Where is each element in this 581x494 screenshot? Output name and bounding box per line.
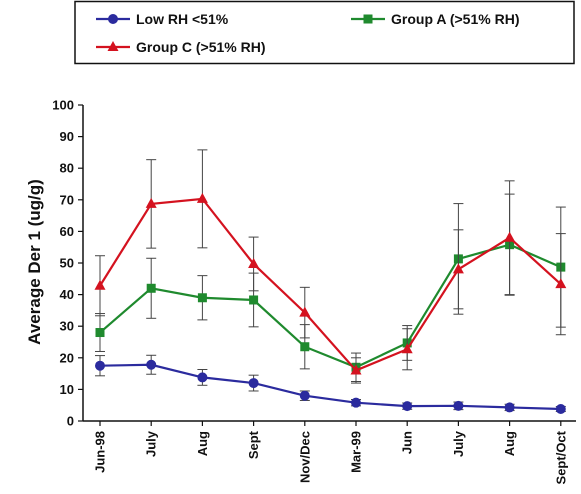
data-point — [94, 279, 106, 290]
legend-marker — [108, 14, 118, 24]
legend: Low RH <51% Group A (>51% RH) Group C (>51… — [96, 11, 519, 55]
legend-marker — [363, 14, 373, 24]
data-point — [197, 372, 208, 383]
data-point — [300, 342, 310, 352]
y-tick-label: 30 — [60, 319, 74, 334]
legend-item-2: Group A (>51% RH) — [351, 11, 519, 27]
data-point — [555, 278, 567, 289]
data-point — [248, 257, 260, 268]
data-point — [95, 360, 105, 371]
data-point — [299, 306, 311, 317]
data-point — [401, 343, 413, 354]
data-point — [249, 295, 259, 305]
axes — [82, 105, 576, 422]
data-point — [146, 283, 156, 293]
y-tick-label: 20 — [60, 350, 74, 365]
y-tick-label: 0 — [67, 414, 74, 429]
x-tick-label: July — [451, 430, 466, 457]
x-tick-label: July — [144, 430, 159, 457]
x-tick-label: Sept — [246, 430, 261, 459]
x-tick-label: Jun — [400, 431, 415, 454]
legend-box — [74, 0, 575, 65]
x-tick-label: Mar-99 — [349, 431, 364, 473]
y-tick-label: 50 — [60, 256, 74, 271]
data-point — [350, 364, 362, 375]
data-point — [146, 359, 157, 370]
y-axis-label: Average Der 1 (ug/g) — [25, 179, 44, 345]
x-tick-label: Sept/Oct — [553, 430, 568, 484]
legend-label: Group C (>51% RH) — [136, 39, 266, 55]
y-ticks: 0 10 20 30 40 50 60 70 80 90 100 — [52, 98, 83, 429]
x-ticks: Jun-98 July Aug Sept Nov/Dec Mar-99 Jun July Aug… — [93, 421, 568, 484]
y-tick-label: 90 — [60, 129, 74, 144]
legend-item-3: Group C (>51% RH) — [96, 39, 266, 55]
data-point — [402, 401, 413, 412]
series-line — [99, 197, 562, 372]
series-3 — [94, 149, 567, 384]
y-tick-label: 10 — [60, 382, 74, 397]
data-point — [504, 231, 516, 242]
data-point — [197, 293, 207, 303]
y-tick-label: 100 — [52, 98, 74, 113]
data-point — [95, 328, 105, 338]
x-tick-label: Aug — [502, 431, 517, 456]
series-layer — [94, 149, 567, 414]
legend-item-1: Low RH <51% — [96, 11, 229, 27]
data-point — [196, 192, 208, 203]
data-point — [453, 400, 464, 411]
series-1 — [95, 354, 566, 414]
y-tick-label: 70 — [60, 192, 74, 207]
x-tick-label: Jun-98 — [93, 431, 108, 473]
data-point — [351, 397, 361, 408]
data-point — [248, 378, 259, 389]
x-tick-label: Aug — [195, 431, 210, 456]
data-point — [452, 263, 464, 274]
series-2 — [95, 193, 566, 382]
y-tick-label: 80 — [60, 161, 74, 176]
legend-label: Low RH <51% — [136, 11, 229, 27]
data-point — [299, 390, 310, 401]
legend-marker — [107, 41, 119, 51]
x-tick-label: Nov/Dec — [297, 431, 312, 483]
data-point — [555, 403, 566, 414]
series-line — [99, 243, 562, 369]
series-line — [99, 363, 561, 411]
y-tick-label: 60 — [60, 224, 74, 239]
data-point — [145, 197, 157, 208]
y-tick-label: 40 — [60, 287, 74, 302]
legend-label: Group A (>51% RH) — [391, 11, 519, 27]
data-point — [504, 402, 515, 413]
